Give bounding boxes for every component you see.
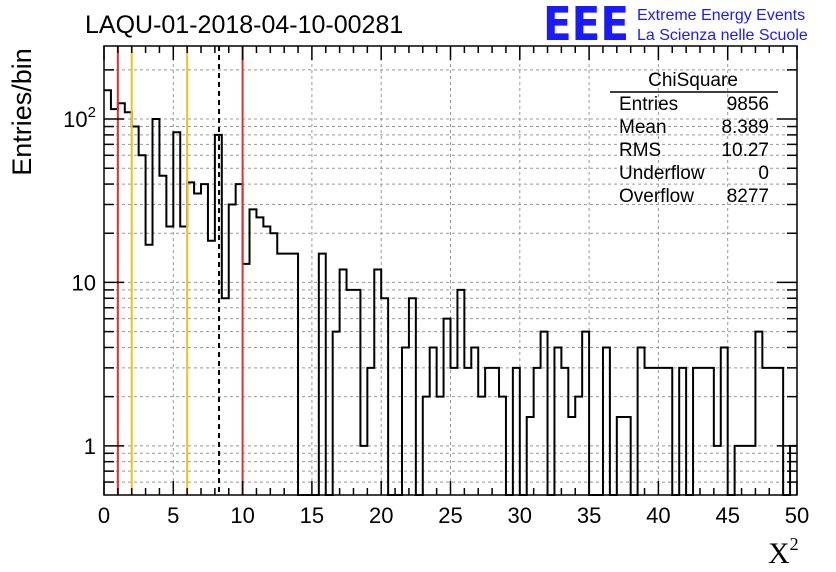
stats-label-entries: Entries (619, 94, 678, 115)
stats-value-mean: 8.389 (721, 117, 769, 138)
stats-label-rms: RMS (619, 140, 661, 161)
y-tick-label: 10 (72, 270, 96, 295)
x-axis-label-sup: 2 (790, 534, 799, 554)
y-tick-label: 1 (84, 434, 96, 459)
x-tick-label: 30 (508, 503, 532, 528)
stats-label-overflow: Overflow (619, 186, 694, 207)
stats-value-underflow: 0 (758, 163, 769, 184)
x-tick-label: 15 (300, 503, 324, 528)
x-tick-label: 20 (369, 503, 393, 528)
stats-label-underflow: Underflow (619, 163, 705, 184)
logo-line-1: Extreme Energy Events (637, 7, 805, 24)
stats-value-overflow: 8277 (727, 186, 769, 207)
x-axis-label: X2 (768, 534, 799, 570)
x-tick-label: 50 (785, 503, 809, 528)
histogram-series (104, 89, 797, 496)
axis-ticks (103, 46, 798, 495)
y-tick-label-sup: 2 (88, 104, 96, 121)
y-tick-label: 102 (63, 104, 96, 132)
x-tick-label: 35 (577, 503, 601, 528)
x-tick-label: 40 (646, 503, 670, 528)
x-tick-label: 0 (98, 503, 110, 528)
stats-value-entries: 9856 (727, 94, 769, 115)
x-tick-labels: 0 5 10 15 20 25 30 35 40 45 50 (98, 503, 809, 528)
threshold-lines (116, 46, 244, 495)
logo-text: EEE (543, 0, 629, 51)
stats-value-rms: 10.27 (721, 140, 769, 161)
stats-box: ChiSquare Entries 9856 Mean 8.389 RMS 10… (610, 70, 778, 207)
x-tick-label: 10 (230, 503, 254, 528)
chart-title: LAQU-01-2018-04-10-00281 (85, 11, 403, 39)
histogram-outline (104, 89, 797, 496)
stats-label-mean: Mean (619, 117, 667, 138)
y-axis-label: Entries/bin (7, 48, 37, 176)
y-tick-label-base: 10 (63, 107, 87, 132)
x-axis-label-main: X (768, 537, 790, 570)
x-tick-label: 45 (715, 503, 739, 528)
x-tick-label: 25 (438, 503, 462, 528)
x-tick-label: 5 (167, 503, 179, 528)
logo-line-2: La Scienza nelle Scuole (637, 27, 808, 44)
eee-logo: EEE Extreme Energy Events La Scienza nel… (543, 0, 808, 51)
stats-title: ChiSquare (648, 70, 738, 91)
